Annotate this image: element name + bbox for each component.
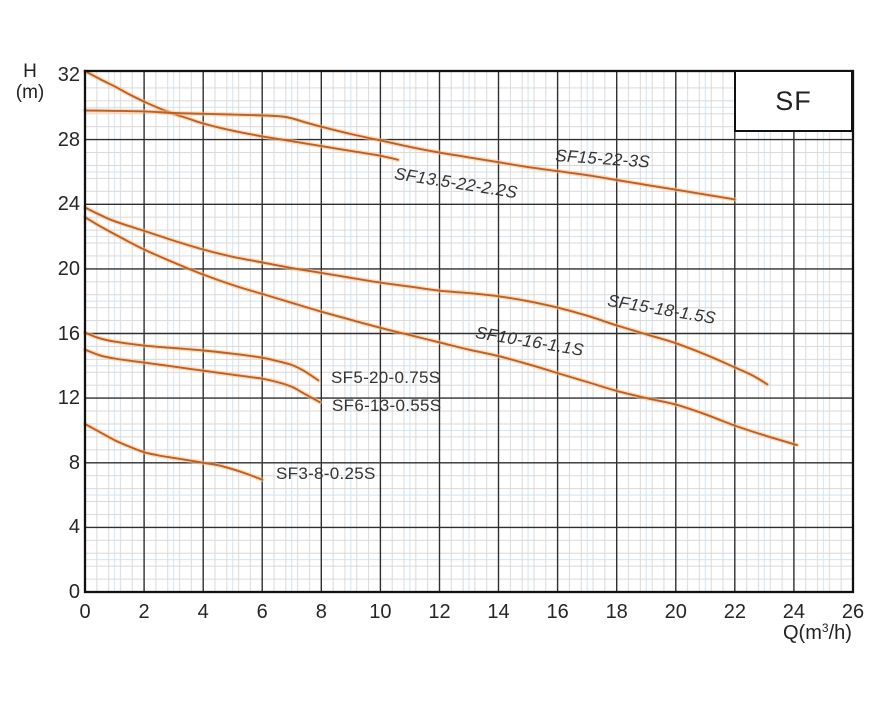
x-tick-20: 20 [664,601,687,623]
x-axis-title-superscript: 3 [821,621,829,635]
x-tick-10: 10 [369,601,392,623]
y-tick-12: 12 [57,387,80,410]
x-tick-22: 22 [723,601,746,623]
x-tick-12: 12 [428,601,451,623]
x-tick-6: 6 [256,601,268,623]
y-axis-title-unit: (m) [15,82,45,103]
y-tick-0: 0 [68,581,80,603]
x-tick-8: 8 [315,601,327,623]
grid [85,71,853,592]
x-tick-0: 0 [79,601,91,623]
curve-label-SF3-8-0.25S: SF3-8-0.25S [276,464,376,483]
y-tick-24: 24 [57,193,80,216]
y-axis-title: H (m) [8,61,52,103]
y-axis-title-symbol: H [23,61,37,82]
major-gridlines [85,71,853,592]
series-family-label: SF [775,85,812,116]
curves [82,68,800,482]
curve-label-SF6-13-0.55S: SF6-13-0.55S [332,396,442,415]
curve-SF13.5-22-2.2S [84,70,400,161]
x-tick-24: 24 [782,601,806,623]
x-tick-2: 2 [138,601,150,623]
curve-SF3-8-0.25S [84,423,264,481]
y-tick-28: 28 [57,128,80,151]
curve-SF15-18-1.5S [84,206,769,386]
x-tick-16: 16 [546,601,569,623]
curve-SF6-13-0.55S [84,348,321,404]
y-tick-8: 8 [68,451,80,474]
x-axis-title-prefix: Q(m [783,622,822,644]
curve-SF15-22-3S [84,109,736,201]
y-tick-16: 16 [57,322,80,345]
y-tick-20: 20 [57,257,80,280]
plot-border [83,69,855,594]
curve-label-SF5-20-0.75S: SF5-20-0.75S [331,368,441,387]
x-tick-26: 26 [841,601,865,623]
x-axis-title: Q(m3/h) [783,621,852,645]
series-family-box: SF [734,70,853,132]
x-tick-4: 4 [197,601,209,623]
x-tick-14: 14 [487,601,510,623]
x-tick-18: 18 [605,601,628,623]
y-tick-4: 4 [68,516,80,539]
x-axis-title-suffix: /h) [828,622,852,644]
curve-SF10-16-1.1S [84,216,798,446]
curve-SF5-20-0.75S [84,331,320,382]
y-tick-32: 32 [57,64,80,86]
